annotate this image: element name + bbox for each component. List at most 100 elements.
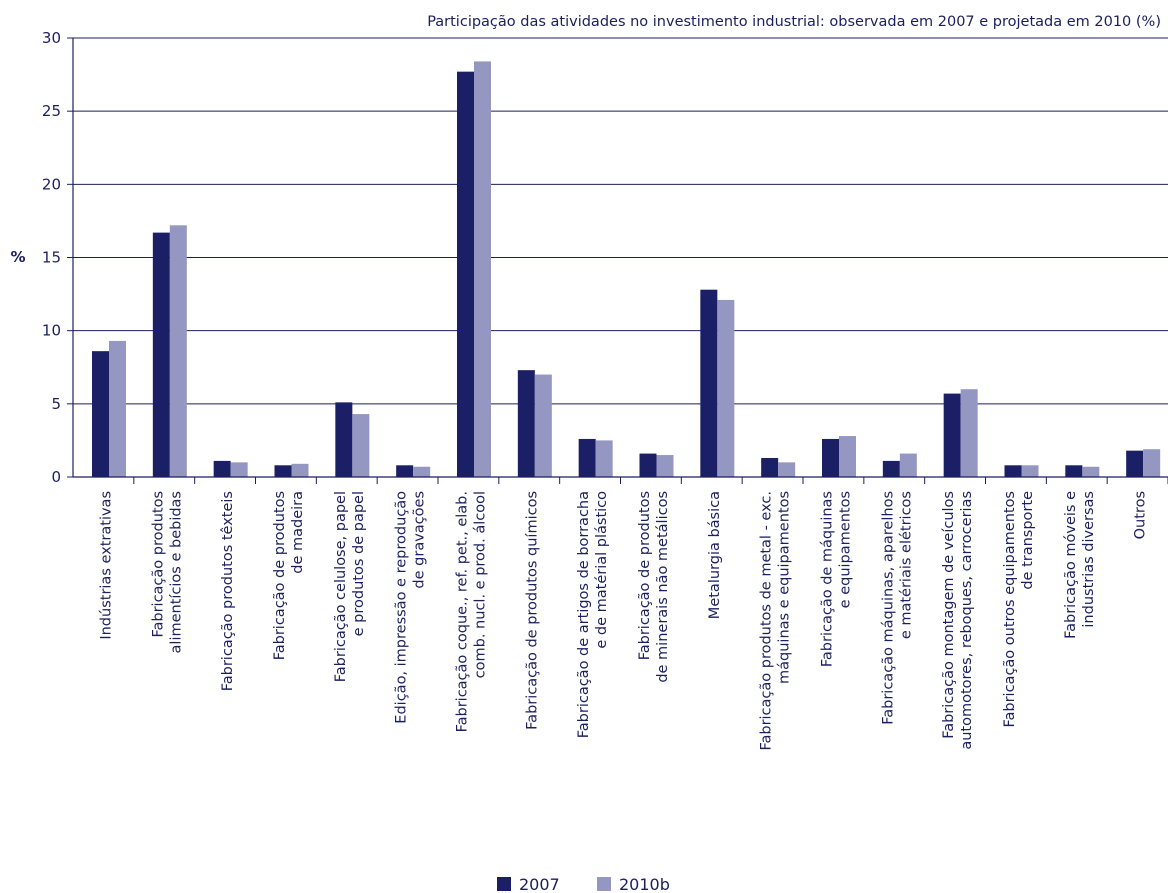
x-category-label: Fabricação de produtos de minerais não me… [637,491,671,683]
x-category-label: Fabricação de artigos de borracha e de ma… [576,491,610,738]
chart-title: Participação das atividades no investime… [427,14,1161,30]
x-category-label-line: de minerais não metálicos [655,491,671,683]
x-category-label-line: Fabricação de máquinas [819,491,835,667]
bar-2010b-13 [899,453,917,477]
x-category-label: Fabricação móveis e industrias diversas [1063,491,1097,639]
bar-2010b-15 [1021,465,1039,477]
bar-2007-13 [882,460,900,477]
bars [92,61,1161,478]
bar-2007-6 [457,71,474,477]
bar-2010b-9 [656,455,674,477]
y-tick-label: 30 [42,29,61,47]
x-category-label-line: Fabricação produtos [150,491,166,638]
x-category-label-line: e equipamentos [837,491,853,608]
bar-2010b-12 [839,436,856,477]
bar-2007-11 [761,457,779,477]
x-category-label: Outros [1133,491,1149,539]
x-category-label-line: e produtos de papel [351,491,367,636]
bar-2010b-1 [169,225,187,477]
legend-swatch-2007 [497,877,511,891]
x-category-label-line: automotores, reboques, carrocerias [959,491,975,750]
x-category-label: Metalurgia básica [707,491,723,619]
bar-2010b-0 [109,340,126,477]
x-category-label: Fabricação celulose, papel e produtos de … [333,491,367,682]
bar-2010b-7 [534,374,552,477]
legend-swatch-2010b [597,877,611,891]
bar-2007-7 [517,370,535,477]
x-category-label: Indústrias extrativas [98,491,114,640]
x-category-label-line: Fabricação produtos têxteis [220,491,236,691]
x-category-label-line: Fabricação coque., ref. pet., elab. [454,491,470,732]
x-category-label-line: e matériais elétricos [898,491,914,639]
bar-2007-4 [335,402,353,477]
bar-2010b-4 [352,414,370,477]
y-tick-label: 15 [42,249,61,267]
bar-2010b-3 [291,463,309,477]
x-category-label: Fabricação de máquinas e equipamentos [819,491,853,667]
bar-2007-3 [274,465,292,477]
x-category-label-line: Fabricação celulose, papel [333,491,349,682]
x-category-label: Fabricação produtos alimentícios e bebida… [150,491,184,653]
x-category-label: Fabricação máquinas, aparelhos e matériai… [880,491,914,725]
x-category-label-line: Metalurgia básica [707,491,723,619]
legend-label-2007: 2007 [519,875,560,893]
bar-2007-8 [578,438,596,477]
bar-2007-14 [943,393,961,477]
x-category-label-line: industrias diversas [1081,491,1097,628]
x-category-label-line: Fabricação de produtos [272,491,288,660]
bar-2010b-11 [778,462,796,477]
x-category-label-line: e de matérial plástico [594,491,610,649]
bar-2010b-2 [230,462,248,477]
bar-2007-5 [396,465,414,477]
x-category-label-line: Fabricação móveis e [1063,491,1079,639]
x-category-label: Fabricação produtos de metal - exc. máqui… [759,491,793,751]
bar-2007-1 [152,232,170,477]
bar-2010b-16 [1082,466,1100,477]
legend: 2007 2010b [497,875,670,893]
x-category-label-line: Fabricação de produtos [637,491,653,660]
bar-2007-16 [1065,465,1083,477]
x-category-label-line: Fabricação de artigos de borracha [576,491,592,738]
x-category-label: Edição, impressão e reprodução de gravaçõ… [394,491,428,724]
bar-2010b-10 [717,299,735,477]
bar-2007-0 [92,351,109,477]
x-category-label-line: Fabricação máquinas, aparelhos [880,491,896,725]
y-tick-label: 20 [42,175,61,193]
x-category-label-line: alimentícios e bebidas [168,491,184,653]
bar-2007-15 [1004,465,1022,477]
bar-2010b-5 [413,466,431,477]
y-ticks: 0 5 10 15 20 25 30 [42,29,73,486]
bar-2007-17 [1126,450,1144,477]
x-category-label-line: Fabricação outros equipamentos [1002,491,1018,728]
bar-2010b-6 [474,61,491,478]
y-tick-label: 10 [42,322,61,340]
x-category-label-line: Fabricação produtos de metal - exc. [759,491,775,751]
bar-2007-12 [822,438,839,477]
x-category-label-line: Indústrias extrativas [98,491,114,640]
x-category-label: Fabricação produtos têxteis [220,491,236,691]
bar-2010b-14 [960,389,978,477]
bar-2007-9 [639,453,657,477]
bar-2007-2 [213,460,231,477]
x-category-label: Fabricação de produtos de madeira [272,491,306,660]
legend-label-2010b: 2010b [619,875,670,893]
bar-2010b-8 [595,440,613,477]
x-category-label-line: comb. nucl. e prod. álcool [472,491,488,678]
y-tick-label: 5 [51,395,61,413]
gridlines [73,37,1168,405]
x-category-label-line: de madeira [290,491,306,574]
x-category-label: Fabricação coque., ref. pet., elab. comb.… [454,491,488,732]
x-category-label: Fabricação montagem de veículos automotor… [941,491,975,750]
x-category-label-line: Edição, impressão e reprodução [394,491,410,724]
x-category-label-line: Outros [1133,491,1149,539]
bar-2007-10 [700,289,718,477]
x-category-label-line: de gravações [412,491,428,589]
x-category-label: Fabricação outros equipamentos de transpo… [1002,491,1036,728]
x-labels: Indústrias extrativas Fabricação produtos… [98,477,1168,751]
y-tick-label: 25 [42,102,61,120]
y-axis-label: % [10,248,25,266]
bar-2010b-17 [1143,449,1161,477]
y-tick-label: 0 [51,468,61,486]
x-category-label-line: máquinas e equipamentos [777,491,793,684]
